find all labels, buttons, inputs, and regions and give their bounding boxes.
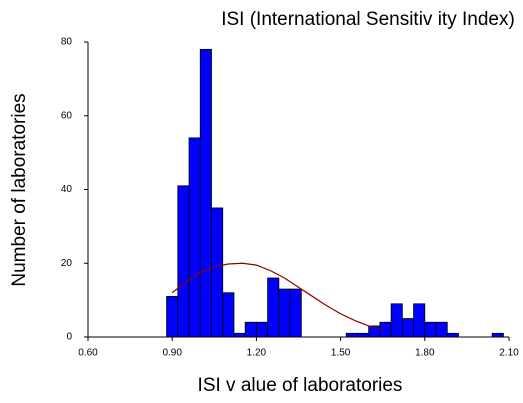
bar <box>357 332 370 338</box>
y-tick-label: 60 <box>61 110 73 121</box>
bar <box>222 292 235 338</box>
bar <box>166 296 179 338</box>
x-tick-label: 1.50 <box>331 348 351 359</box>
y-tick-label: 20 <box>61 258 73 269</box>
y-tick-label: 80 <box>61 37 73 48</box>
bar <box>390 303 403 338</box>
bar <box>413 303 426 338</box>
x-axis-label: ISI v alue of laboratories <box>198 375 403 396</box>
y-tick-label: 40 <box>61 184 73 195</box>
y-axis-label: Number of laboratories <box>9 93 30 286</box>
bar <box>345 332 358 338</box>
bar <box>446 332 459 338</box>
bar <box>278 288 291 338</box>
bar <box>199 48 212 338</box>
fit-curve <box>171 262 383 331</box>
bar <box>289 288 302 338</box>
y-tick-label: 0 <box>66 332 72 343</box>
bar <box>401 318 414 338</box>
x-tick-label: 1.20 <box>247 348 267 359</box>
bar <box>188 137 201 338</box>
x-tick-label: 0.60 <box>78 348 98 359</box>
bar <box>491 332 504 338</box>
x-tick-label: 0.90 <box>162 348 182 359</box>
bar <box>267 277 280 338</box>
bar <box>244 321 257 338</box>
bar <box>424 321 437 338</box>
x-tick-label: 2.10 <box>499 348 519 359</box>
chart-title: ISI (International Sensitiv ity Index) <box>221 9 515 30</box>
bar <box>435 321 448 338</box>
bar <box>255 321 269 338</box>
bar <box>233 332 246 338</box>
bar <box>211 207 224 338</box>
x-tick-label: 1.80 <box>415 348 435 359</box>
bar <box>177 185 190 338</box>
